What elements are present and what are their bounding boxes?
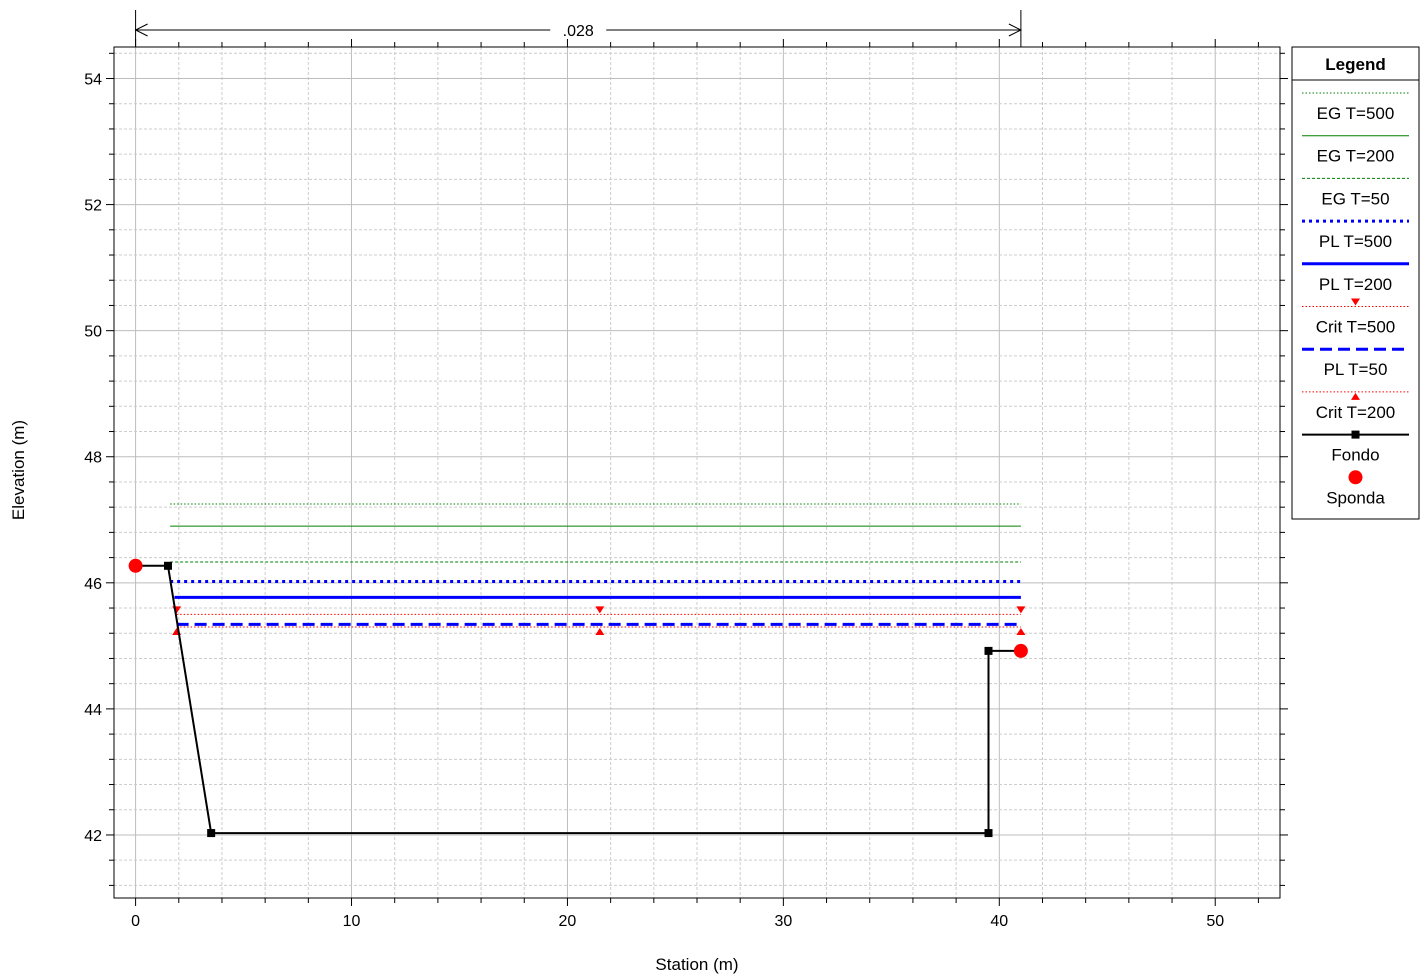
legend-label: PL T=50 xyxy=(1324,360,1388,379)
legend-label: EG T=50 xyxy=(1321,189,1389,208)
annotation-label: .028 xyxy=(563,23,594,40)
legend-label: Fondo xyxy=(1331,446,1379,465)
axis-titles: Station (m) Elevation (m) xyxy=(9,420,739,974)
legend-label: EG T=500 xyxy=(1317,104,1395,123)
legend-marker xyxy=(1348,470,1363,485)
grid xyxy=(114,47,1280,898)
legend-label: PL T=500 xyxy=(1319,232,1392,251)
x-tick-label: 0 xyxy=(131,913,140,930)
point-crit-t-500 xyxy=(1016,606,1026,614)
x-tick-label: 50 xyxy=(1206,913,1224,930)
series-line-fondo xyxy=(135,564,1021,835)
point-fondo xyxy=(163,561,172,570)
legend-label: Crit T=500 xyxy=(1316,318,1396,337)
point-crit-t-200 xyxy=(595,627,605,635)
y-tick-label: 44 xyxy=(84,702,102,719)
legend-entry-eg-t-500: EG T=500 xyxy=(1302,92,1409,123)
point-crit-t-200 xyxy=(1016,627,1026,635)
x-tick-label: 10 xyxy=(343,913,361,930)
legend-marker xyxy=(1351,392,1360,400)
y-tick-label: 54 xyxy=(84,72,102,89)
annotation-arrowhead-right xyxy=(1008,23,1023,37)
y-tick-label: 50 xyxy=(84,324,102,341)
legend-label: Sponda xyxy=(1326,488,1385,507)
x-tick-label: 20 xyxy=(559,913,577,930)
x-axis-title: Station (m) xyxy=(655,955,738,974)
legend-box xyxy=(1291,46,1420,520)
legend-entry-crit-t-500: Crit T=500 xyxy=(1302,298,1409,337)
legend-label: Crit T=200 xyxy=(1316,403,1396,422)
legend-entry-eg-t-200: EG T=200 xyxy=(1302,135,1409,166)
legend-marker xyxy=(1351,298,1360,306)
y-tick-label: 42 xyxy=(84,828,102,845)
y-tick-label: 46 xyxy=(84,576,102,593)
series xyxy=(128,503,1028,838)
legend-entry-pl-t-500: PL T=500 xyxy=(1302,219,1409,251)
legend-entry-sponda: Sponda xyxy=(1326,470,1385,507)
legend-entry-pl-t-200: PL T=200 xyxy=(1302,262,1409,294)
point-sponda xyxy=(128,558,143,573)
legend-marker xyxy=(1351,430,1360,439)
legend-title: Legend xyxy=(1325,55,1385,74)
series-crit-t-200 xyxy=(172,626,1026,635)
annotation: .028 xyxy=(134,10,1023,47)
point-crit-t-500 xyxy=(172,606,182,614)
legend: Legend EG T=500 EG T=200 EG T=50 PL T=500 PL… xyxy=(1291,46,1420,520)
legend-entry-fondo: Fondo xyxy=(1302,430,1409,465)
legend-entry-eg-t-50: EG T=50 xyxy=(1302,177,1409,208)
point-fondo xyxy=(984,829,993,838)
y-tick-label: 48 xyxy=(84,450,102,467)
point-fondo xyxy=(984,646,993,655)
x-tick-label: 30 xyxy=(774,913,792,930)
series-sponda xyxy=(128,558,1028,658)
point-crit-t-500 xyxy=(595,606,605,614)
y-axis-title: Elevation (m) xyxy=(9,420,28,520)
axis-ticks: 0 10 20 30 40 50 42 44 46 48 50 52 54 xyxy=(84,39,1288,930)
legend-entry-crit-t-200: Crit T=200 xyxy=(1302,391,1409,422)
legend-label: EG T=200 xyxy=(1317,147,1395,166)
legend-entry-pl-t-50: PL T=50 xyxy=(1302,347,1409,379)
x-tick-label: 40 xyxy=(990,913,1008,930)
y-tick-label: 52 xyxy=(84,198,102,215)
point-sponda xyxy=(1013,643,1028,658)
point-fondo xyxy=(207,829,216,838)
annotation-arrowhead-left xyxy=(134,23,148,37)
legend-label: PL T=200 xyxy=(1319,275,1392,294)
